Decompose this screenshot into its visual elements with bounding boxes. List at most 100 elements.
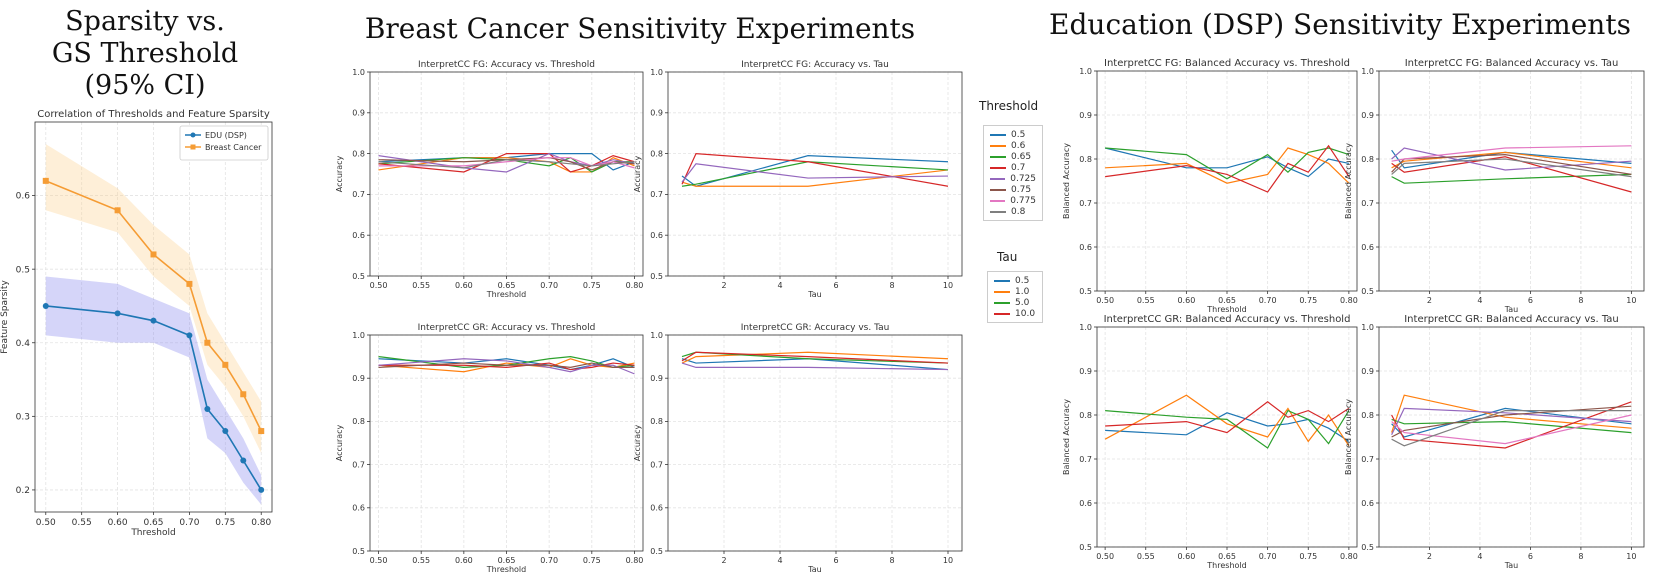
x-tick-label: 0.65 [498,281,516,290]
y-tick-label: 0.8 [650,149,663,158]
x-tick-label: 0.70 [540,281,558,290]
x-tick-label: 0.80 [251,518,271,528]
y-tick-label: 0.5 [352,272,365,281]
x-tick-label: 0.70 [1259,552,1277,561]
y-tick-label: 0.5 [352,547,365,556]
chart-edu_fg_tau: 2 4 6 8 10 0.5 0.6 0.7 0.8 0.9 1.0 InterpretCC FG: … [1344,58,1645,314]
x-tick-label: 0.70 [1259,296,1277,305]
x-axis-label: Tau [807,565,822,574]
chart-legend-box [179,125,269,161]
y-tick-label: 0.7 [1361,455,1374,464]
chart-edu_gr_tau: 2 4 6 8 10 0.5 0.6 0.7 0.8 0.9 1.0 InterpretCC GR: … [1344,314,1645,570]
sparsity-heading-line-2: GS Threshold [51,38,239,69]
series-line-3 [1105,401,1350,434]
x-tick-label: 0.75 [1299,296,1317,305]
x-tick-label: 10 [943,281,953,290]
x-tick-label: 0.55 [1137,296,1155,305]
x-tick-label: 0.75 [1299,552,1317,561]
data-point [114,310,121,317]
y-tick-label: 0.6 [1361,499,1374,508]
y-tick-label: 1.0 [1361,323,1374,332]
chart-title: InterpretCC GR: Balanced Accuracy vs. Ta… [1404,314,1619,325]
y-tick-label: 0.7 [352,460,365,469]
y-tick-label: 0.9 [352,109,365,118]
y-tick-label: 0.5 [1079,287,1092,296]
x-axis-label: Threshold [486,565,526,574]
tau-legend-entry-1: 1.0 [994,286,1036,297]
x-tick-label: 0.65 [1218,296,1236,305]
series-line-0 [681,358,949,371]
threshold-legend-entry-7: 0.8 [990,206,1036,217]
threshold-legend-label: 0.7 [1011,162,1026,173]
threshold-legend-entry-2: 0.65 [990,151,1036,162]
x-tick-label: 6 [1528,552,1533,561]
data-point [42,177,49,184]
x-axis-label: Threshold [130,528,175,538]
axes-frame [1378,326,1645,548]
data-point [204,339,211,346]
y-tick-label: 0.4 [16,339,31,349]
tau-legend-swatch [994,279,1010,282]
y-tick-label: 0.8 [1079,411,1092,420]
y-axis-label: Accuracy [633,155,642,192]
y-tick-label: 0.7 [1361,199,1374,208]
data-point [114,207,121,214]
threshold-legend-entry-6: 0.775 [990,195,1036,206]
chart-legend-marker [190,132,196,138]
x-tick-label: 0.80 [1340,552,1358,561]
data-point [240,391,247,398]
x-axis-label: Threshold [1206,561,1246,570]
data-point [42,302,49,309]
chart-title: InterpretCC GR: Accuracy vs. Tau [741,323,890,333]
threshold-legend-swatch [990,144,1006,147]
y-axis-label: Balanced Accuracy [1062,399,1071,475]
data-point [222,361,229,368]
data-point [258,428,265,435]
y-axis-label: Feature Sparsity [0,280,10,354]
y-tick-label: 0.8 [352,417,365,426]
chart-title: InterpretCC FG: Balanced Accuracy vs. Th… [1104,58,1350,69]
threshold-legend-entry-3: 0.7 [990,162,1036,173]
axes-frame [1378,70,1645,292]
education-heading: Education (DSP) Sensitivity Experiments [1049,8,1631,41]
sparsity-heading-line-3: (95% CI) [84,70,206,101]
x-axis-label: Tau [807,290,822,299]
x-axis-label: Tau [1504,305,1519,314]
chart-title: InterpretCC FG: Balanced Accuracy vs. Ta… [1405,58,1619,69]
y-tick-label: 0.5 [650,547,663,556]
threshold-legend: 0.5 0.6 0.65 0.7 0.725 0.75 0.775 0.8 [983,125,1043,221]
y-tick-label: 0.7 [650,460,663,469]
y-tick-label: 0.6 [1361,243,1374,252]
x-tick-label: 0.65 [498,556,516,565]
y-tick-label: 0.7 [1079,455,1092,464]
chart-title: Correlation of Thresholds and Feature Sp… [37,109,270,120]
threshold-legend-swatch [990,210,1006,213]
chart-bc_fg_thr: 0.50 0.55 0.60 0.65 0.70 0.75 0.80 0.5 0.6 0.7 0.8… [335,60,644,299]
chart-title: InterpretCC FG: Accuracy vs. Tau [741,60,889,70]
y-tick-label: 1.0 [650,68,663,77]
x-tick-label: 4 [1477,552,1482,561]
x-tick-label: 0.65 [143,518,163,528]
tau-legend-swatch [994,301,1010,304]
y-tick-label: 0.9 [1361,111,1374,120]
chart-title: InterpretCC GR: Accuracy vs. Threshold [418,323,596,333]
series-line-1 [681,169,949,187]
series-line-3 [1105,144,1350,193]
x-tick-label: 0.80 [1340,296,1358,305]
series-line-3 [1391,156,1632,193]
series-line-4 [681,362,949,371]
axes-frame [667,334,963,552]
series-line-0 [378,358,635,371]
y-axis-label: Balanced Accuracy [1344,143,1353,219]
y-tick-label: 0.6 [650,504,663,513]
y-tick-label: 0.6 [352,504,365,513]
x-tick-label: 0.70 [540,556,558,565]
y-tick-label: 0.5 [1079,543,1092,552]
chart-edu_fg_thr: 0.50 0.55 0.60 0.65 0.70 0.75 0.80 0.5 0.6 0.7 0.8… [1062,58,1358,314]
x-tick-label: 0.75 [583,281,601,290]
sparsity-heading: Sparsity vs. GS Threshold (95% CI) [30,6,260,102]
x-tick-label: 8 [889,556,894,565]
x-tick-label: 4 [1477,296,1482,305]
tau-legend-label: 5.0 [1015,297,1030,308]
